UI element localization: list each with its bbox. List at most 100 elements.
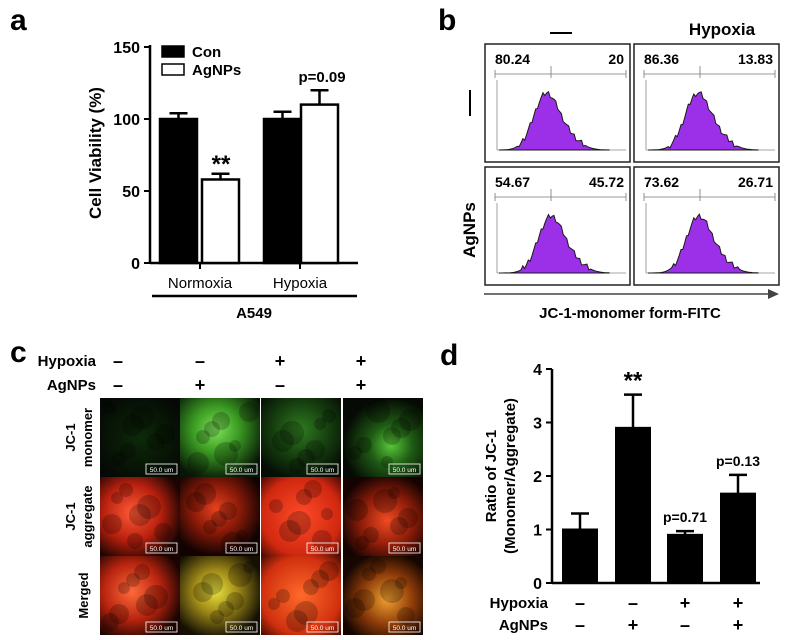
panel-c-row-label: aggregate [80, 485, 95, 547]
panel-c-scale-bar [145, 463, 178, 475]
panel-b-histogram-4: 73.62 26.71 [633, 166, 780, 286]
panel-c-cell-shadow [144, 585, 168, 609]
panel-c-cell-shadow [154, 523, 172, 541]
panel-c-cell-shadow [243, 561, 255, 573]
panel-d-ylabel-line2: (Monomer/Aggregate) [502, 398, 519, 554]
panel-c-cell-shadow [214, 442, 238, 466]
panel-b-col-header-hypoxia: Hypoxia [689, 20, 756, 39]
panel-c-cell-shadow [383, 427, 401, 445]
panel-c-cell-shadow [104, 402, 116, 414]
panel-d-bar-1 [562, 528, 598, 584]
panel-c-cell-shadow [312, 530, 332, 550]
panel-c-cell-shadow [268, 598, 280, 610]
panel-c-hypoxia-sign: + [275, 351, 286, 371]
panel-label-b: b [438, 4, 456, 37]
panel-c-image-monomer-4: 50.0 um [343, 398, 423, 477]
panel-d-ytick-label: 0 [533, 576, 542, 593]
panel-c-cell-shadow [346, 499, 368, 521]
panel-d-ytick-label: 1 [533, 523, 542, 540]
panel-b-row-header-agnps: AgNPs [460, 202, 479, 258]
panel-c-cell-shadow [239, 402, 259, 422]
panel-d-bar-2 [615, 426, 651, 584]
panel-c-cell-shadow [147, 433, 165, 451]
panel-c-image-aggregate-3: 50.0 um [261, 477, 341, 556]
panel-c-cell-shadow [287, 511, 311, 535]
panel-c-cell-shadow [399, 409, 421, 431]
panel-c-cell-shadow [276, 589, 290, 603]
panel-b-histogram-fill [499, 213, 610, 274]
panel-d-hypoxia-sign: + [680, 593, 691, 613]
panel-c-cell-shadow [155, 424, 175, 444]
panel-d-ytick-label: 3 [533, 416, 542, 433]
panel-a-legend-agnps: AgNPs [192, 62, 241, 79]
panel-c-cell-shadow [112, 452, 126, 466]
panel-c-cell-shadow [395, 577, 407, 589]
panel-c-scale-label: 50.0 um [393, 467, 417, 474]
panel-c-cell-shadow [228, 563, 252, 587]
panel-c-cell-shadow [388, 487, 400, 499]
panel-c-agnps-sign: + [356, 375, 367, 395]
panel-c-cell-shadow [381, 456, 393, 468]
panel-d-ytick-label: 2 [533, 469, 542, 486]
panel-c-cell-shadow [390, 517, 408, 535]
panel-c-cell-shadow [366, 399, 390, 423]
panel-d-agnps-sign: – [575, 615, 585, 635]
panel-c-cell-shadow [272, 430, 294, 452]
panel-c-cell-shadow [356, 437, 372, 453]
panel-c-scale-label: 50.0 um [150, 467, 174, 474]
panel-c-row-label: JC-1 [63, 423, 78, 451]
panel-b-histogram-3: 54.67 45.72 [484, 166, 631, 286]
panel-c-cell-shadow [130, 405, 154, 429]
panel-c-hypoxia-sign: + [356, 351, 367, 371]
panel-a-group-label: A549 [236, 305, 272, 322]
panel-c-image-aggregate-1: 50.0 um [100, 477, 180, 556]
panel-c-cell-shadow [319, 561, 339, 581]
panel-d-hypoxia-sign: – [628, 593, 638, 613]
panel-c-cell-shadow [269, 499, 283, 513]
panel-c-cell-shadow [193, 582, 213, 602]
panel-a-bar-agnps-normoxia [200, 178, 241, 265]
panel-a-ytick-label: 150 [113, 40, 140, 57]
panel-c-cell-shadow [204, 421, 220, 437]
panel-c-image-monomer-1: 50.0 um [100, 398, 180, 477]
panel-c-image-monomer-2: 50.0 um [180, 398, 260, 477]
panel-c-cell-shadow [311, 570, 329, 588]
panel-c-scale-bar [145, 542, 178, 554]
panel-c-cell-shadow [109, 604, 129, 624]
panel-c-cell-shadow [397, 607, 415, 625]
panel-c-scale-bar [388, 542, 421, 554]
panel-c-cell-shadow [363, 527, 379, 543]
panel-c-cell-shadow [314, 418, 326, 430]
panel-c-cell-shadow [294, 601, 318, 625]
panel-d-agnps-sign: + [733, 615, 744, 635]
panel-c-scale-label: 50.0 um [230, 467, 254, 474]
panel-c-row-label: monomer [80, 408, 95, 467]
panel-b-right-pct: 20 [608, 51, 624, 67]
panel-c-scale-bar [145, 621, 178, 633]
panel-c-cell-shadow [370, 558, 386, 574]
panel-c-cell-shadow [362, 567, 376, 581]
panel-b-right-pct: 26.71 [738, 174, 773, 190]
panel-a-pvalue: p=0.09 [298, 69, 345, 86]
panel-d-agnps-label: AgNPs [499, 617, 548, 634]
panel-c-cell-shadow [196, 430, 210, 444]
panel-c-cell-shadow [304, 480, 322, 498]
panel-c-cell-shadow [102, 514, 122, 534]
panel-a-significance: ** [212, 151, 231, 178]
panel-label-d: d [440, 339, 458, 372]
panel-c-scale-bar [225, 621, 258, 633]
panel-c-cell-shadow [201, 573, 223, 595]
panel-d-agnps-sign: – [680, 615, 690, 635]
panel-c-scale-bar [306, 542, 339, 554]
panel-c-cell-shadow [296, 489, 312, 505]
panel-b-xlabel: JC-1-monomer form-FITC [539, 305, 721, 322]
panel-a-bar-agnps-hypoxia [299, 103, 340, 265]
panel-c-cell-shadow [126, 573, 140, 587]
panel-b-histogram-2: 86.36 13.83 [633, 43, 780, 163]
panel-c-cell-shadow [218, 601, 234, 617]
panel-c-cell-shadow [303, 579, 319, 595]
panel-b-histogram-fill [648, 213, 759, 274]
panel-c-agnps-label: AgNPs [47, 377, 96, 394]
panel-c-cell-shadow [219, 502, 237, 520]
